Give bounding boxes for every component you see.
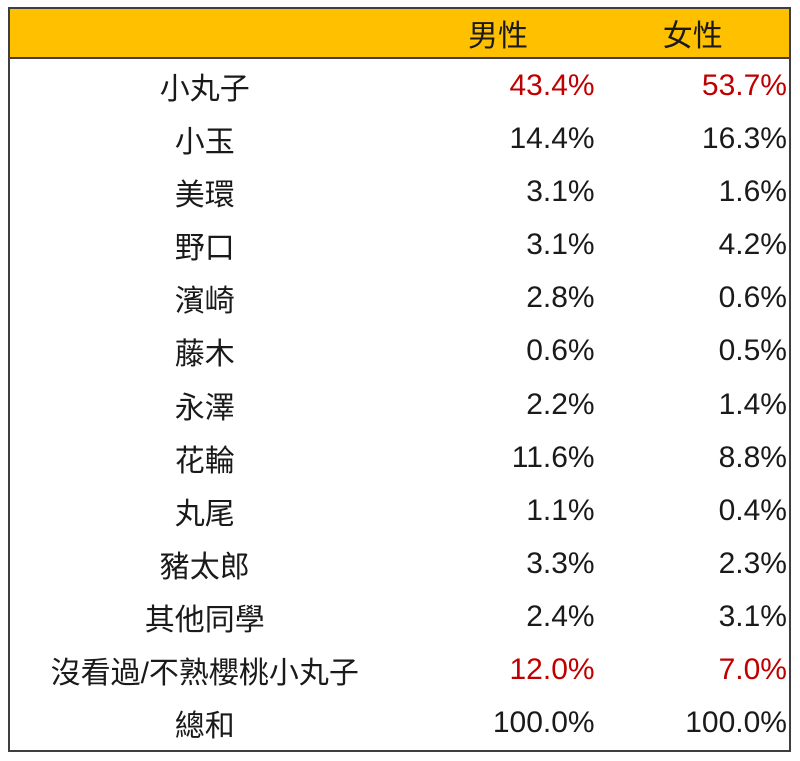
female-value: 1.4%	[718, 387, 787, 421]
table-row: 丸尾 1.1% 0.4%	[10, 484, 789, 537]
table-header-row: 男性 女性	[10, 9, 789, 59]
table-row: 總和 100.0% 100.0%	[10, 697, 789, 750]
row-label: 永澤	[174, 391, 235, 425]
table-row: 小丸子 43.4% 53.7%	[10, 59, 789, 112]
table-row: 美環 3.1% 1.6%	[10, 165, 789, 218]
female-value: 3.1%	[718, 600, 787, 634]
row-label: 野口	[174, 232, 235, 266]
table-row: 小玉 14.4% 16.3%	[10, 112, 789, 165]
row-label: 濱崎	[174, 285, 235, 319]
row-label: 藤木	[174, 338, 235, 372]
row-label: 小玉	[174, 125, 235, 159]
table-row: 野口 3.1% 4.2%	[10, 218, 789, 271]
male-value: 0.6%	[526, 334, 595, 368]
row-label: 花輪	[174, 444, 235, 478]
table-row: 藤木 0.6% 0.5%	[10, 325, 789, 378]
row-label: 丸尾	[174, 497, 235, 531]
male-value: 2.2%	[526, 387, 595, 421]
male-value: 11.6%	[511, 440, 595, 474]
male-value: 3.3%	[526, 546, 595, 580]
female-value: 53.7%	[701, 68, 787, 102]
male-value: 100.0%	[492, 706, 595, 740]
male-value: 43.4%	[509, 68, 595, 102]
row-label: 其他同學	[144, 604, 265, 638]
table-row: 花輪 11.6% 8.8%	[10, 431, 789, 484]
female-value: 4.2%	[718, 228, 787, 262]
survey-table: 男性 女性 小丸子 43.4% 53.7% 小玉 14.4% 16.3% 美環 …	[8, 7, 791, 752]
female-value: 8.8%	[718, 440, 787, 474]
table-row: 沒看過/不熟櫻桃小丸子 12.0% 7.0%	[10, 644, 789, 697]
row-label: 沒看過/不熟櫻桃小丸子	[50, 657, 359, 691]
column-header-male: 男性	[468, 20, 529, 53]
male-value: 12.0%	[509, 653, 595, 687]
female-value: 0.6%	[718, 281, 787, 315]
row-label: 小丸子	[159, 72, 250, 106]
male-value: 3.1%	[526, 174, 595, 208]
row-label: 豬太郎	[159, 550, 250, 584]
female-value: 16.3%	[701, 121, 787, 155]
male-value: 1.1%	[526, 493, 595, 527]
female-value: 1.6%	[718, 174, 787, 208]
male-value: 3.1%	[526, 228, 595, 262]
female-value: 7.0%	[718, 653, 787, 687]
table-row: 濱崎 2.8% 0.6%	[10, 272, 789, 325]
table-row: 其他同學 2.4% 3.1%	[10, 591, 789, 644]
female-value: 2.3%	[718, 546, 787, 580]
table-row: 豬太郎 3.3% 2.3%	[10, 537, 789, 590]
male-value: 14.4%	[509, 121, 595, 155]
female-value: 0.4%	[718, 493, 787, 527]
row-label: 總和	[174, 710, 235, 744]
table-row: 永澤 2.2% 1.4%	[10, 378, 789, 431]
male-value: 2.4%	[526, 600, 595, 634]
column-header-female: 女性	[662, 20, 723, 53]
row-label: 美環	[174, 178, 235, 212]
female-value: 0.5%	[718, 334, 787, 368]
female-value: 100.0%	[685, 706, 787, 740]
male-value: 2.8%	[526, 281, 595, 315]
